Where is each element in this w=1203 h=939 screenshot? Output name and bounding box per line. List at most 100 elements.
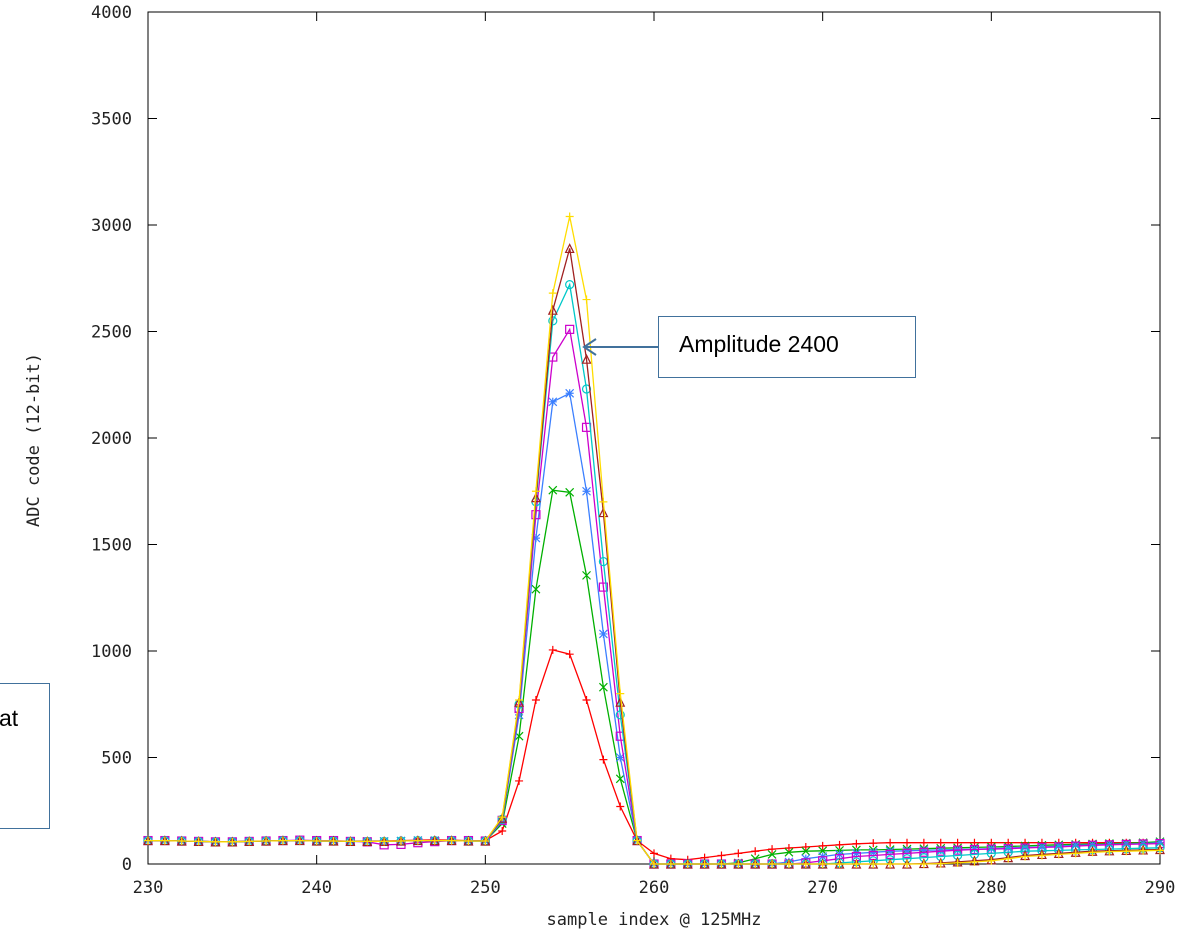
x-tick-label: 270 — [807, 878, 838, 898]
data-point — [565, 324, 575, 334]
data-point — [1155, 838, 1165, 848]
series-line — [148, 489, 1161, 865]
y-tick-labels: 0 500 1000 1500 2000 2500 3000 3500 4000 — [91, 3, 132, 875]
data-point — [581, 353, 592, 364]
data-point — [1071, 849, 1080, 858]
data-point — [650, 849, 658, 858]
data-point — [582, 695, 591, 704]
y-tick-label: 0 — [122, 855, 132, 875]
data-point — [599, 497, 608, 506]
left-callout-fragment: at — [0, 683, 50, 829]
data-point — [194, 837, 203, 846]
data-point — [481, 836, 490, 845]
data-point — [851, 848, 861, 858]
data-point — [278, 836, 287, 845]
data-point — [768, 845, 777, 854]
data-point — [919, 847, 929, 857]
data-point — [564, 243, 575, 254]
data-point — [598, 507, 609, 518]
series-1 — [143, 485, 1165, 869]
y-tick-label: 2500 — [91, 323, 132, 343]
data-point — [903, 860, 911, 868]
data-point — [717, 860, 726, 868]
axis-ticks — [147, 11, 1161, 865]
data-point — [582, 570, 591, 580]
data-point — [767, 849, 777, 859]
data-point — [565, 487, 575, 497]
data-point — [818, 841, 827, 850]
data-point — [835, 860, 844, 868]
data-point — [397, 836, 405, 845]
data-point — [952, 845, 963, 855]
x-tick-label: 240 — [301, 878, 332, 898]
data-point — [245, 837, 254, 846]
data-point — [734, 849, 743, 858]
data-point — [581, 384, 592, 394]
data-point — [531, 510, 541, 520]
x-tick-labels: 230 240 250 260 270 280 290 — [133, 878, 1176, 898]
data-point — [936, 846, 946, 856]
series-2 — [143, 388, 1165, 869]
data-point — [598, 629, 608, 639]
series-line — [148, 216, 1161, 865]
data-point — [784, 844, 793, 853]
data-point — [886, 860, 895, 868]
data-point — [616, 802, 625, 811]
data-point — [464, 836, 473, 845]
data-point — [969, 844, 980, 855]
annotation-arrowhead — [582, 338, 597, 356]
data-point — [312, 836, 321, 845]
data-point — [498, 826, 507, 835]
data-point — [565, 650, 574, 659]
data-point — [835, 845, 844, 855]
plot-frame — [147, 11, 1161, 865]
data-point — [514, 710, 524, 720]
data-point — [262, 836, 271, 845]
y-axis-title: ADC code (12-bit) — [24, 353, 44, 527]
y-tick-label: 3000 — [91, 216, 132, 236]
data-point — [1021, 852, 1030, 861]
data-point — [531, 584, 541, 594]
data-point — [530, 492, 541, 503]
data-point — [565, 280, 575, 290]
data-point — [902, 846, 912, 856]
data-point — [1139, 846, 1148, 855]
data-point — [650, 860, 658, 868]
data-point — [835, 840, 844, 849]
series-0 — [144, 645, 1164, 864]
data-point — [902, 848, 912, 858]
data-point — [531, 487, 540, 496]
data-point — [497, 816, 507, 826]
x-axis-title: sample index @ 125MHz — [547, 910, 762, 930]
data-point — [953, 845, 963, 854]
data-point — [734, 860, 743, 868]
data-point — [869, 839, 878, 848]
data-point — [903, 838, 911, 847]
data-point — [852, 839, 861, 848]
data-point — [683, 860, 692, 868]
x-tick-label: 260 — [639, 878, 670, 898]
x-tick-label: 290 — [1145, 878, 1176, 898]
series-3 — [143, 324, 1165, 869]
data-point — [919, 860, 928, 868]
data-point — [548, 289, 557, 298]
series-line — [148, 248, 1161, 865]
data-point — [615, 696, 626, 707]
data-point — [886, 838, 895, 847]
series-5 — [143, 243, 1165, 869]
data-point — [1071, 840, 1081, 850]
data-point — [885, 849, 895, 860]
data-point — [751, 847, 760, 856]
data-point — [1122, 847, 1131, 856]
y-tick-label: 1000 — [91, 642, 132, 662]
data-point — [228, 837, 237, 846]
data-point — [784, 847, 794, 857]
x-tick-label: 280 — [976, 878, 1007, 898]
data-point — [531, 695, 540, 704]
data-point — [936, 859, 945, 868]
series-line — [148, 282, 1161, 865]
data-point — [953, 838, 962, 847]
data-point — [548, 485, 558, 495]
data-point — [413, 836, 422, 845]
series-line — [148, 649, 1160, 861]
